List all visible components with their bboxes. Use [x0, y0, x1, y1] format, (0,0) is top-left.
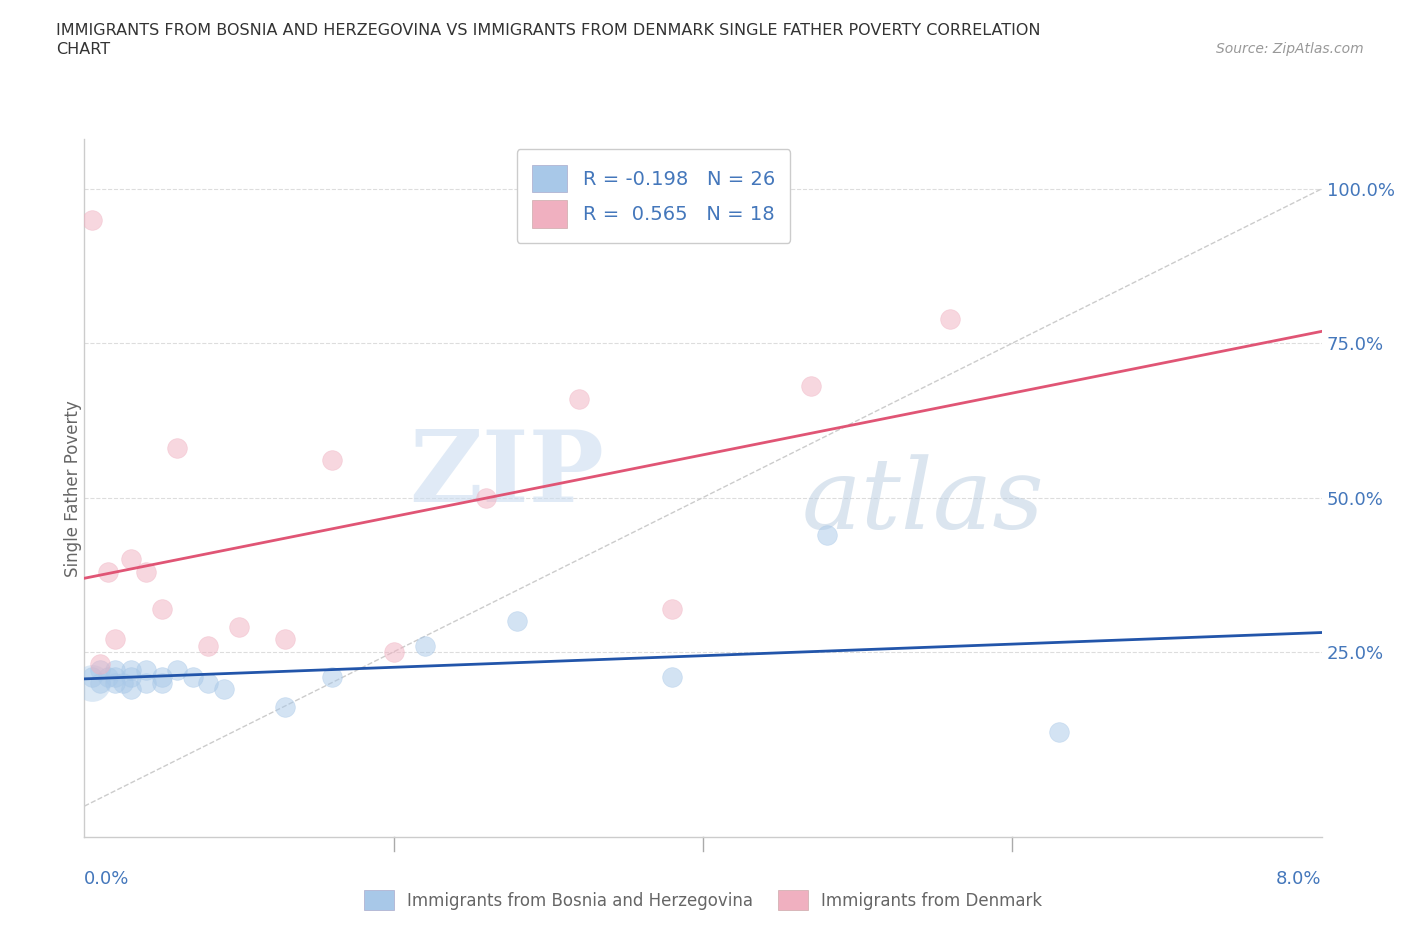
- Point: [181, 669, 204, 684]
- Text: ZIP: ZIP: [409, 426, 605, 523]
- Point: [815, 527, 838, 542]
- Point: [166, 441, 188, 456]
- Point: [321, 669, 343, 684]
- Point: [120, 682, 142, 697]
- Text: Source: ZipAtlas.com: Source: ZipAtlas.com: [1216, 42, 1364, 56]
- Point: [475, 490, 498, 505]
- Point: [939, 311, 962, 325]
- Point: [96, 565, 118, 579]
- Point: [197, 675, 219, 690]
- Point: [413, 638, 436, 653]
- Point: [104, 663, 127, 678]
- Text: CHART: CHART: [56, 42, 110, 57]
- Point: [82, 675, 104, 690]
- Point: [89, 675, 111, 690]
- Point: [112, 675, 135, 690]
- Point: [120, 551, 142, 566]
- Point: [274, 632, 297, 647]
- Point: [274, 700, 297, 715]
- Text: 8.0%: 8.0%: [1277, 870, 1322, 887]
- Point: [661, 669, 683, 684]
- Point: [89, 657, 111, 671]
- Point: [568, 392, 591, 406]
- Point: [135, 675, 157, 690]
- Point: [321, 453, 343, 468]
- Legend: R = -0.198   N = 26, R =  0.565   N = 18: R = -0.198 N = 26, R = 0.565 N = 18: [516, 149, 790, 243]
- Point: [1047, 724, 1070, 739]
- Point: [104, 669, 127, 684]
- Point: [104, 675, 127, 690]
- Point: [82, 212, 104, 227]
- Text: IMMIGRANTS FROM BOSNIA AND HERZEGOVINA VS IMMIGRANTS FROM DENMARK SINGLE FATHER : IMMIGRANTS FROM BOSNIA AND HERZEGOVINA V…: [56, 23, 1040, 38]
- Y-axis label: Single Father Poverty: Single Father Poverty: [65, 400, 82, 577]
- Point: [661, 601, 683, 616]
- Point: [212, 682, 235, 697]
- Point: [120, 663, 142, 678]
- Point: [228, 619, 250, 634]
- Point: [382, 644, 405, 659]
- Point: [150, 675, 173, 690]
- Point: [150, 601, 173, 616]
- Point: [82, 669, 104, 684]
- Point: [506, 614, 529, 629]
- Legend: Immigrants from Bosnia and Herzegovina, Immigrants from Denmark: Immigrants from Bosnia and Herzegovina, …: [357, 884, 1049, 917]
- Point: [166, 663, 188, 678]
- Point: [120, 669, 142, 684]
- Point: [135, 663, 157, 678]
- Point: [96, 669, 118, 684]
- Point: [197, 638, 219, 653]
- Text: 0.0%: 0.0%: [84, 870, 129, 887]
- Point: [89, 663, 111, 678]
- Point: [150, 669, 173, 684]
- Point: [800, 379, 823, 393]
- Text: atlas: atlas: [801, 455, 1045, 550]
- Point: [135, 565, 157, 579]
- Point: [104, 632, 127, 647]
